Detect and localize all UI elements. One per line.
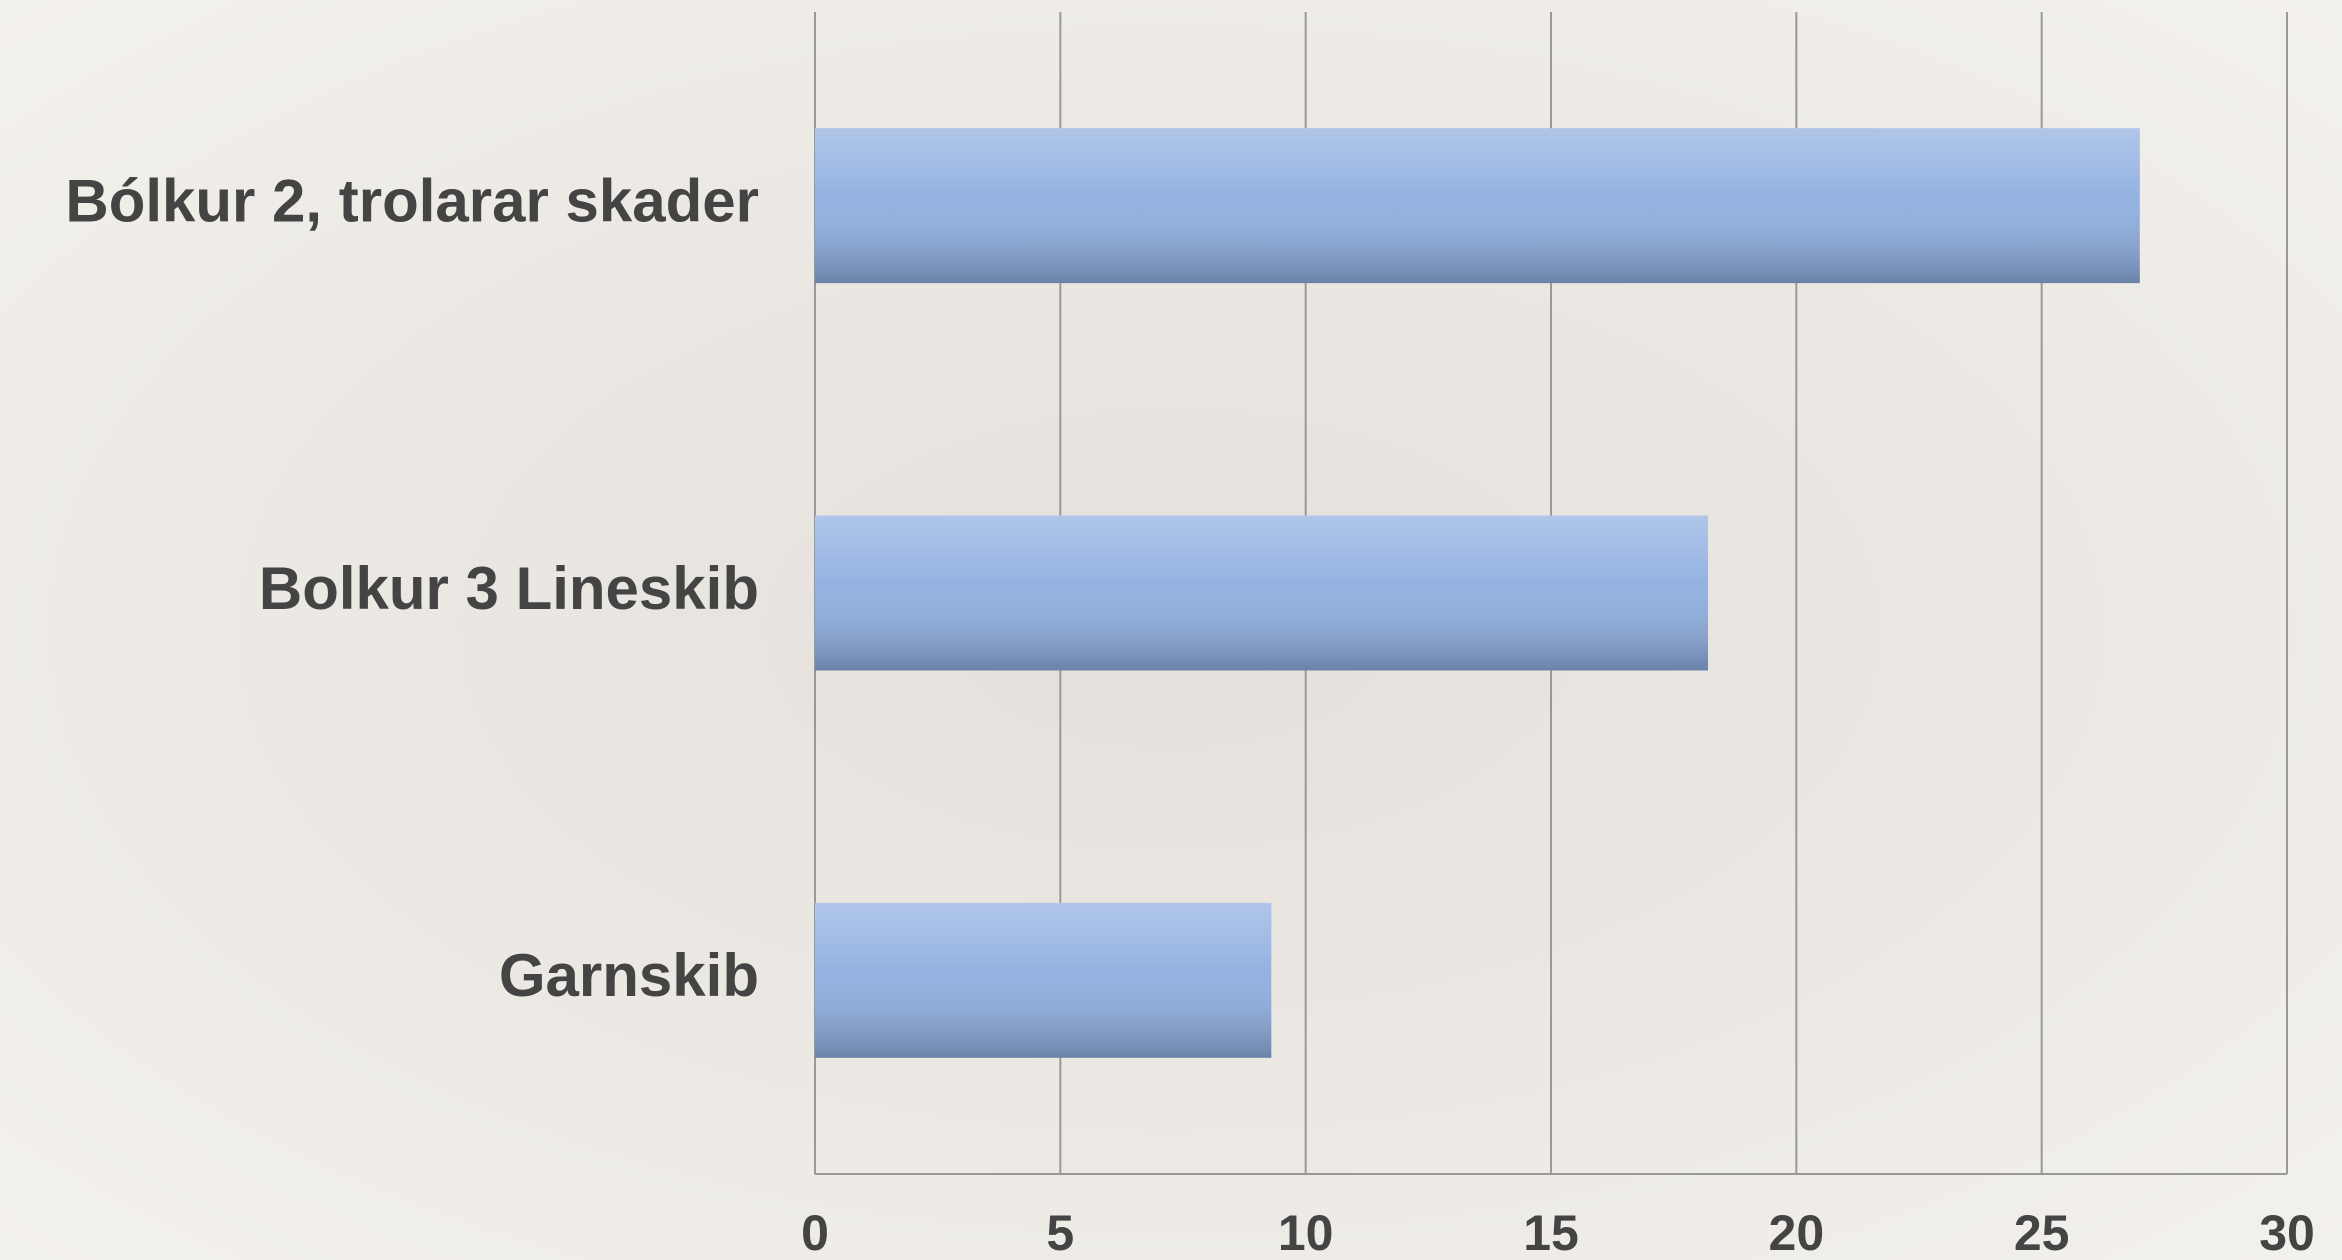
x-tick-label: 15 <box>1523 1205 1579 1260</box>
y-tick-label: Garnskib <box>499 942 759 1009</box>
x-tick-label: 10 <box>1278 1205 1334 1260</box>
x-tick-label: 30 <box>2259 1205 2315 1260</box>
bar-shade <box>815 515 1709 671</box>
x-tick-label: 0 <box>801 1205 829 1260</box>
x-tick-label: 25 <box>2014 1205 2070 1260</box>
y-tick-label: Bolkur 3 Lineskib <box>259 555 759 622</box>
bar-shade <box>815 902 1272 1058</box>
bar-shade <box>815 128 2140 284</box>
y-tick-label: Bólkur 2, trolarar skader <box>65 168 759 235</box>
x-tick-label: 20 <box>1769 1205 1825 1260</box>
x-tick-label: 5 <box>1046 1205 1074 1260</box>
